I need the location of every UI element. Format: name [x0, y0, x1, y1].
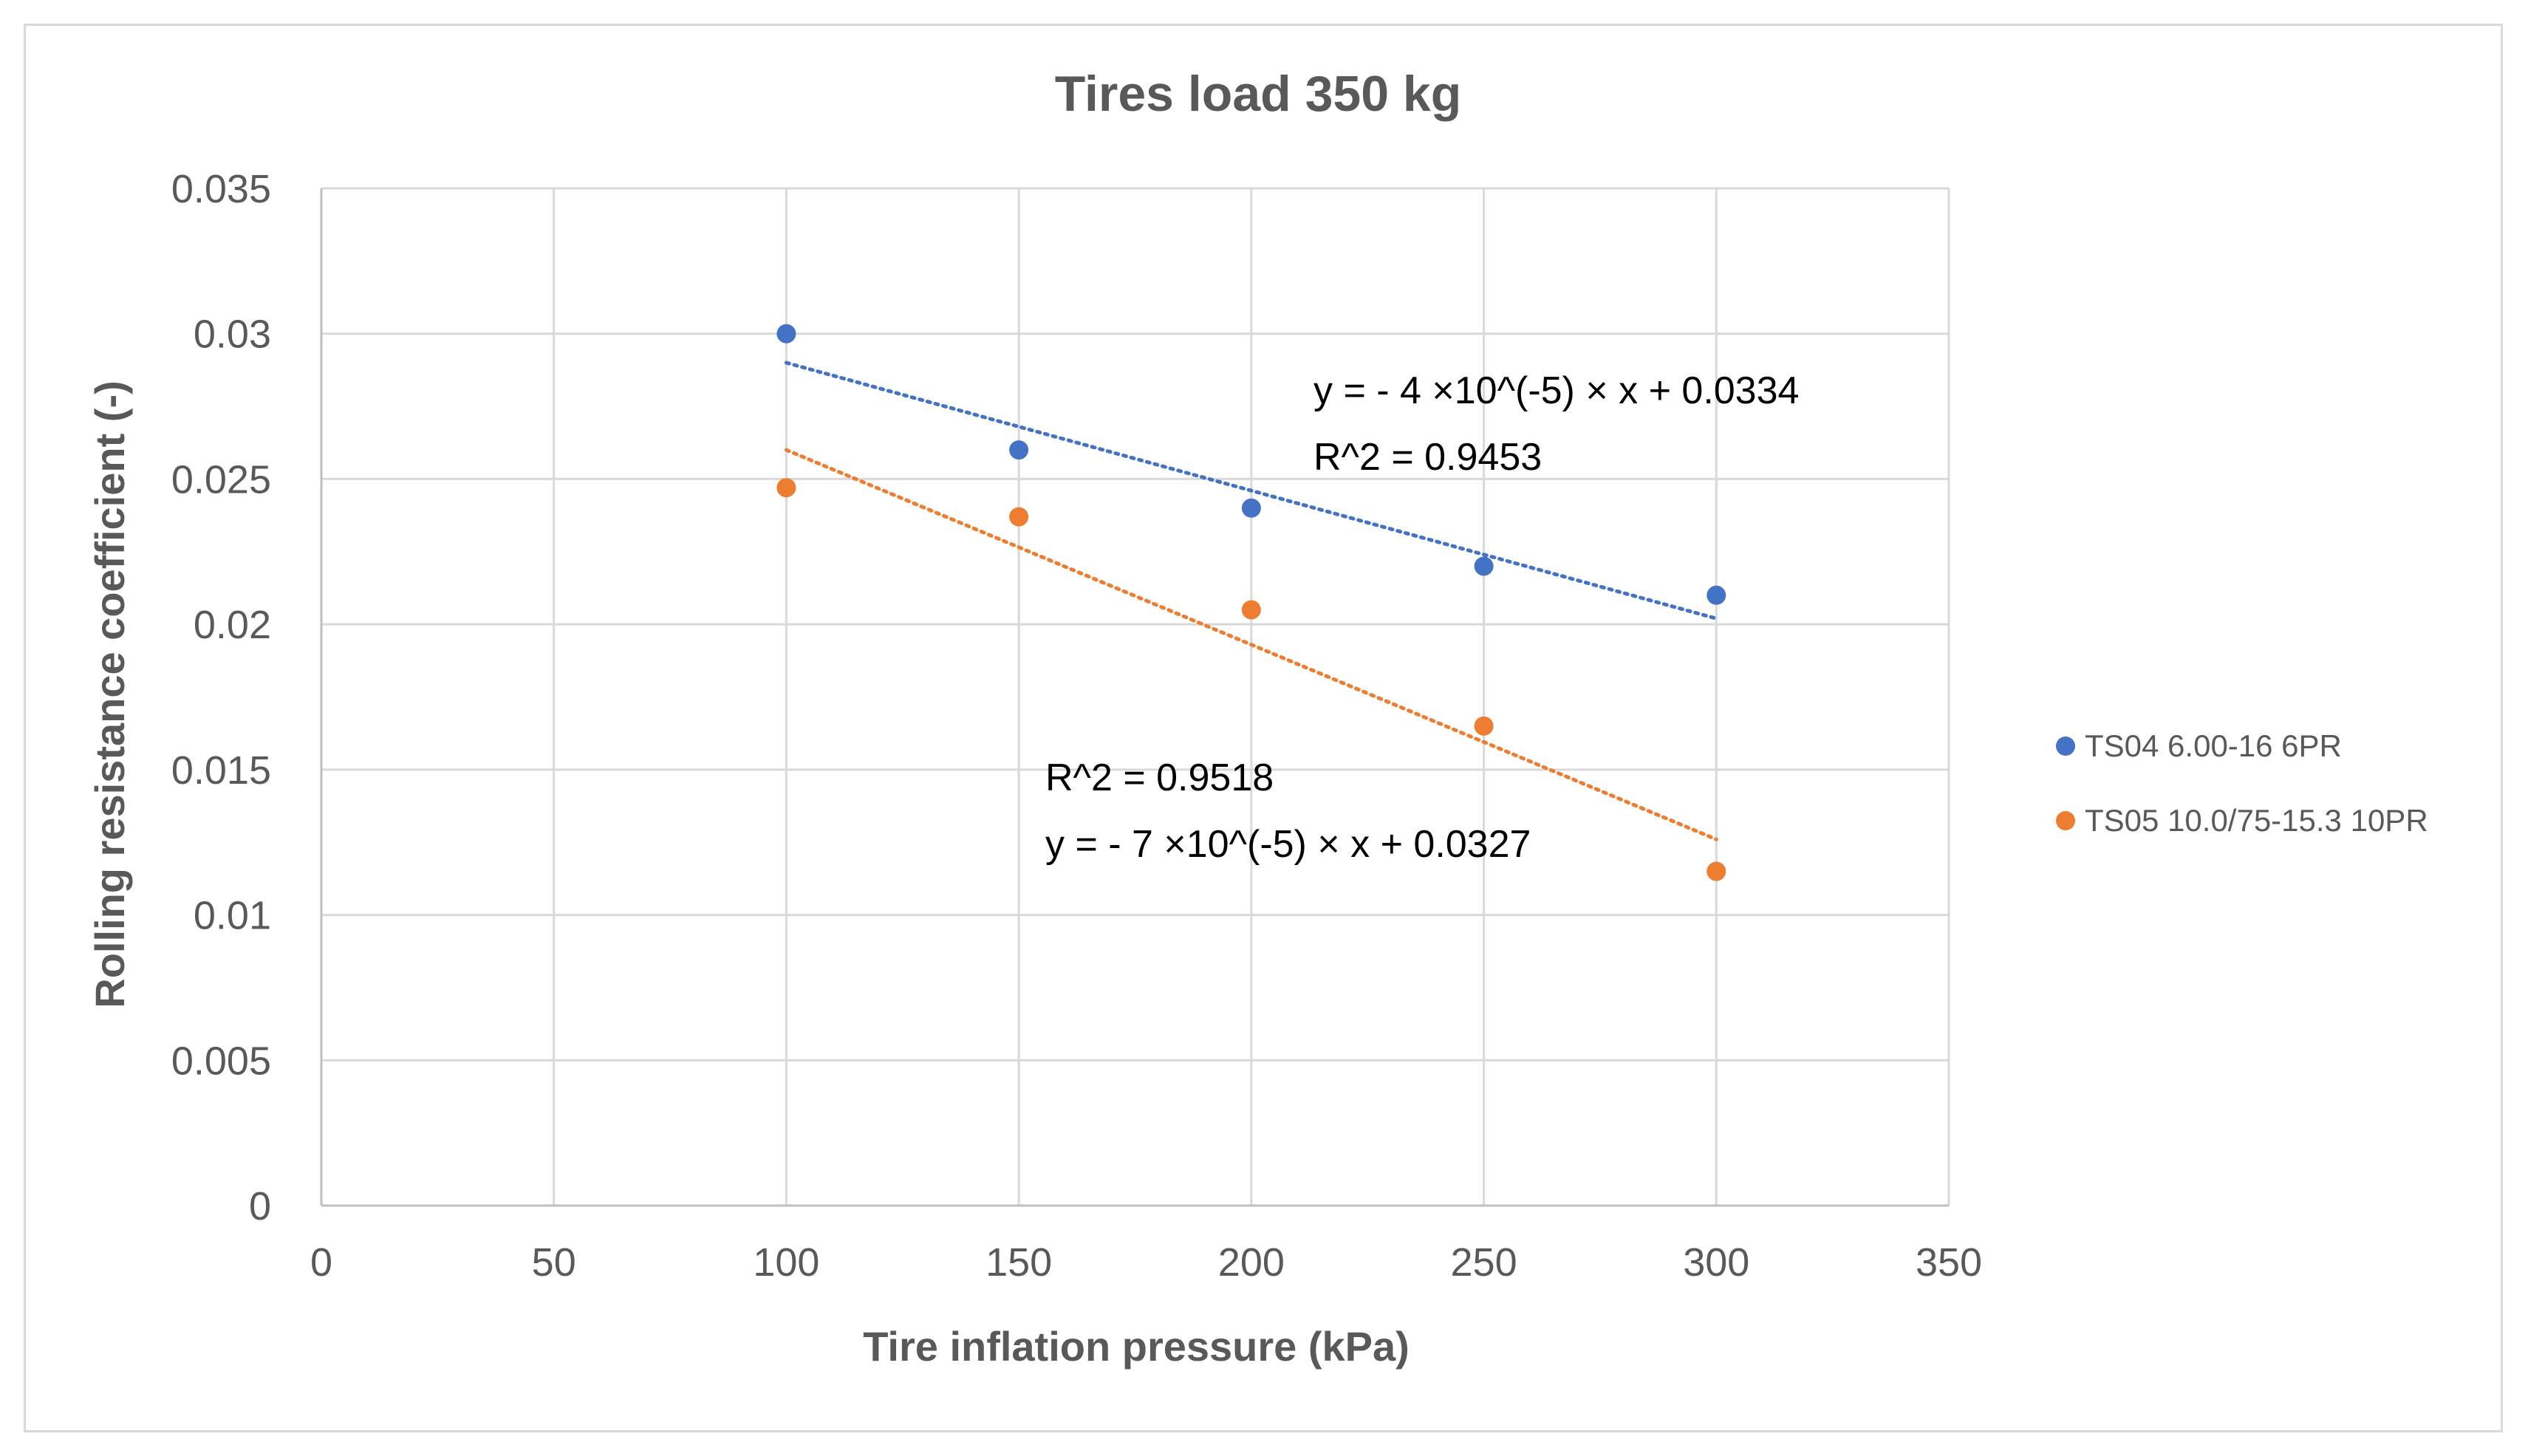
data-point-series-2	[1009, 507, 1029, 527]
x-tick-label: 100	[753, 1240, 819, 1285]
data-point-series-1	[1241, 498, 1261, 518]
x-tick-label: 200	[1218, 1240, 1285, 1285]
data-point-series-1	[1474, 556, 1494, 576]
y-tick-label: 0.015	[171, 748, 271, 793]
trendlines	[784, 360, 1718, 841]
legend-marker-series-1	[2056, 736, 2075, 756]
axes	[320, 188, 1949, 1207]
data-point-series-1	[776, 324, 796, 344]
series-2-equation: y = - 7 ×10^(-5) × x + 0.0327	[1045, 823, 1531, 866]
data-points	[776, 324, 1726, 881]
y-tick-label: 0.025	[171, 457, 271, 502]
trendline-series-1	[784, 360, 1718, 621]
y-tick-label: 0	[249, 1184, 271, 1228]
x-tick-label: 250	[1451, 1240, 1517, 1285]
x-tick-label: 50	[532, 1240, 576, 1285]
trendline-series-2	[784, 448, 1718, 841]
grid	[321, 187, 1950, 1206]
series-1-equation: y = - 4 ×10^(-5) × x + 0.0334	[1313, 369, 1799, 412]
y-tick-label: 0.03	[194, 312, 271, 357]
y-tick-label: 0.005	[171, 1039, 271, 1083]
x-axis-title: Tire inflation pressure (kPa)	[863, 1323, 1410, 1370]
data-point-series-1	[1707, 585, 1726, 605]
tick-labels: 0 50 100 150 200 250 300 350 0 0.005 0.01 0.015 0.02…	[171, 167, 1982, 1285]
legend-label-series-2: TS05 10.0/75-15.3 10PR	[2085, 803, 2428, 838]
legend-label-series-1: TS04 6.00-16 6PR	[2085, 728, 2342, 763]
y-axis-title: Rolling resistance coefficient (-)	[86, 380, 133, 1008]
data-point-series-2	[1241, 600, 1261, 620]
legend: TS04 6.00-16 6PR TS05 10.0/75-15.3 10PR	[2056, 728, 2428, 838]
x-tick-label: 150	[985, 1240, 1052, 1285]
data-point-series-2	[1707, 861, 1726, 881]
legend-marker-series-2	[2056, 811, 2075, 830]
x-tick-label: 350	[1916, 1240, 1982, 1285]
y-tick-label: 0.035	[171, 167, 271, 211]
series-2-r2: R^2 = 0.9518	[1045, 756, 1274, 799]
data-point-series-1	[1009, 440, 1029, 460]
x-tick-label: 0	[310, 1240, 332, 1285]
x-tick-label: 300	[1683, 1240, 1749, 1285]
data-point-series-2	[776, 478, 796, 498]
y-tick-label: 0.02	[194, 603, 271, 647]
series-1-r2: R^2 = 0.9453	[1313, 436, 1542, 479]
y-tick-label: 0.01	[194, 894, 271, 938]
chart-title: Tires load 350 kg	[1055, 66, 1462, 122]
data-point-series-2	[1474, 716, 1494, 736]
chart-frame	[24, 24, 2503, 1432]
